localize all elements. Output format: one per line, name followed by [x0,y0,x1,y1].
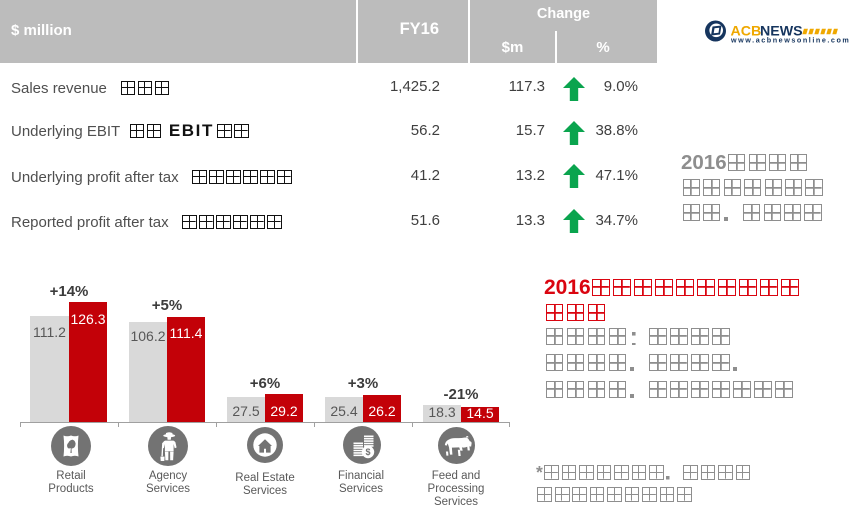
svg-text:www.acbnewsonline.com: www.acbnewsonline.com [730,35,850,44]
svg-text:NEWS: NEWS [760,23,803,39]
svg-text:$: $ [365,447,370,457]
svg-text:ACB: ACB [731,23,762,39]
